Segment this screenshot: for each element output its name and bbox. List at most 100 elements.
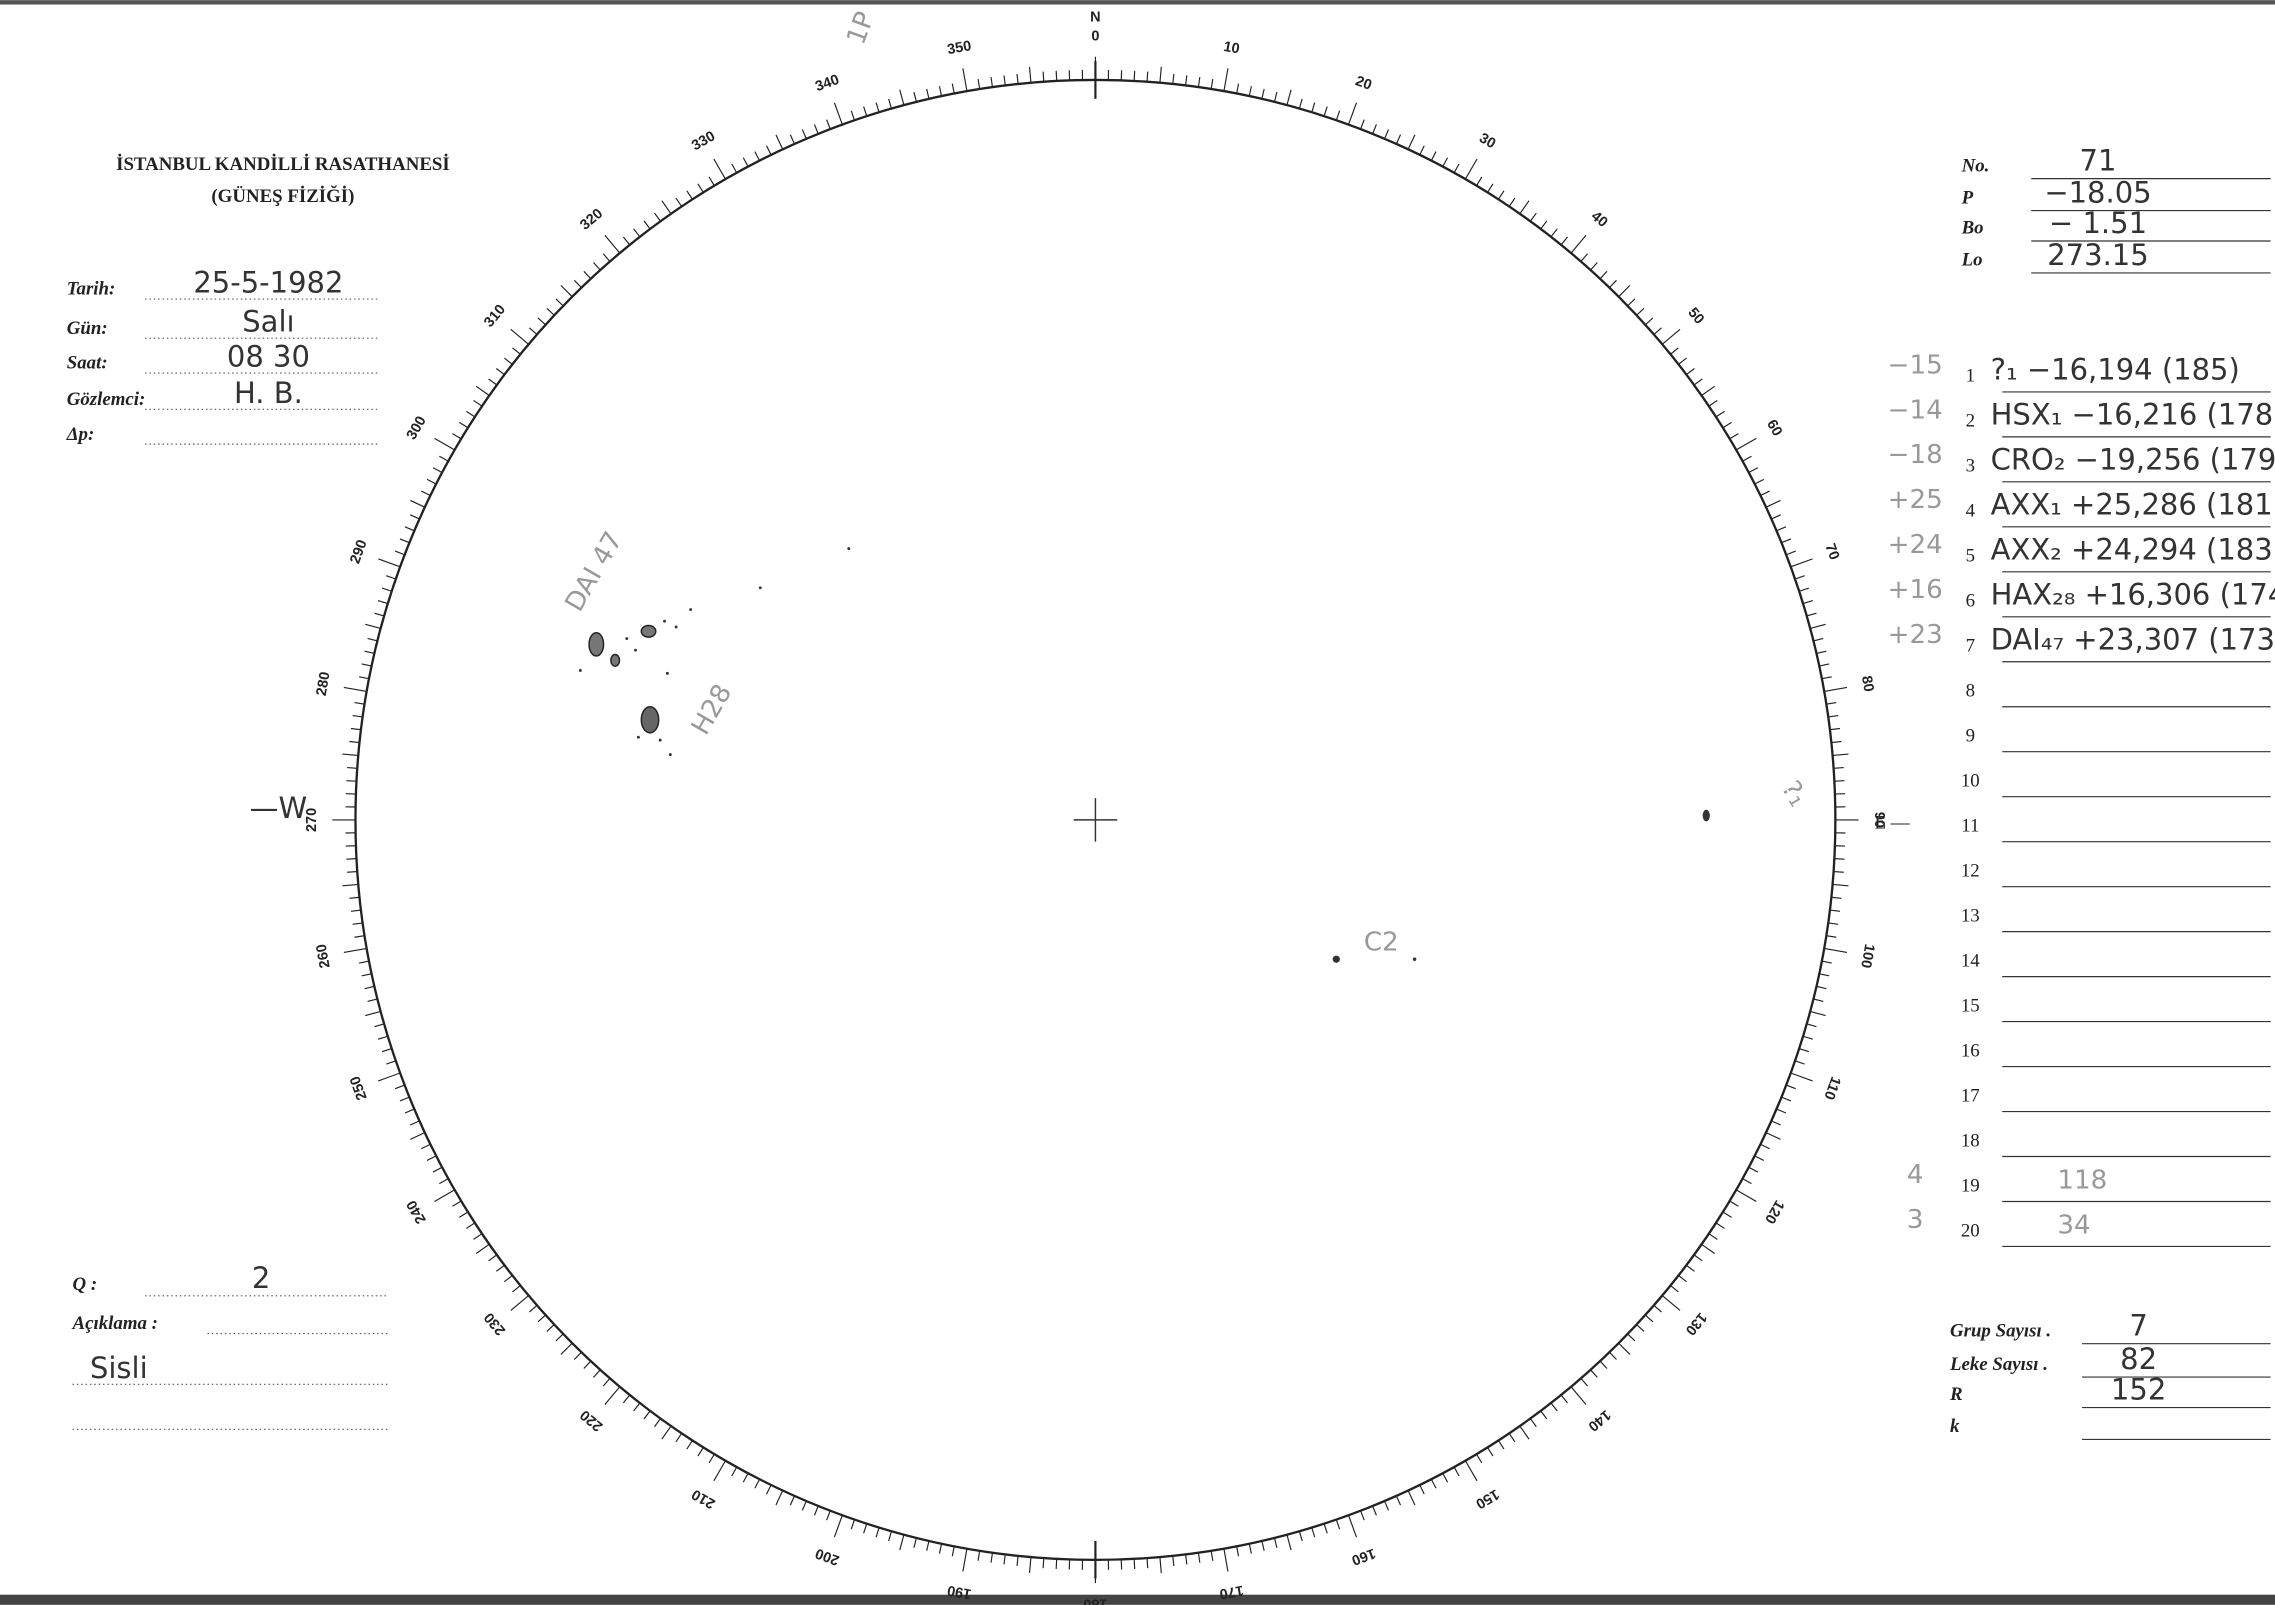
group-note: +25 xyxy=(1888,485,1943,515)
degree-tick xyxy=(1798,1048,1810,1053)
degree-tick xyxy=(1464,158,1478,180)
group-number: 4 xyxy=(1966,501,1976,522)
degree-tick xyxy=(1003,75,1006,86)
degree-tick xyxy=(713,1460,726,1482)
degree-tick xyxy=(488,378,498,386)
degree-tick xyxy=(475,1243,490,1254)
degree-tick xyxy=(426,1155,437,1161)
degree-tick xyxy=(409,1120,420,1126)
degree-tick xyxy=(833,102,843,125)
degree-tick xyxy=(410,499,426,508)
degree-tick xyxy=(503,1275,513,1283)
degree-tick xyxy=(1185,1554,1188,1565)
degree-tick xyxy=(1781,538,1792,544)
degree-tick xyxy=(789,1495,795,1506)
degree-tick xyxy=(350,909,362,912)
degree-tick xyxy=(990,1552,994,1563)
degree-tick xyxy=(352,922,363,925)
degree-tick xyxy=(512,1285,521,1293)
degree-tick xyxy=(528,327,538,335)
degree-tick xyxy=(367,998,378,1002)
degree-tick xyxy=(1636,307,1645,316)
degree-tick xyxy=(1407,134,1416,150)
degree-tick xyxy=(1508,197,1516,207)
degree-tick xyxy=(926,1540,930,1551)
degree-tick xyxy=(1497,1440,1505,1450)
degree-tick xyxy=(458,421,469,429)
group-number: 6 xyxy=(1966,591,1975,612)
degree-tick xyxy=(1487,1447,1494,1457)
degree-tick xyxy=(775,1490,784,1506)
degree-tick xyxy=(426,478,437,485)
degree-tick xyxy=(1430,151,1437,161)
degree-tick xyxy=(1372,1505,1377,1516)
group-number: 5 xyxy=(1966,546,1975,567)
degree-tick xyxy=(863,1523,868,1534)
degree-tick xyxy=(1636,1324,1645,1332)
group-entry: AXX₂ +24,294 (183) xyxy=(1991,532,2275,566)
degree-label: 0 xyxy=(1091,28,1099,44)
degree-tick xyxy=(789,134,795,145)
degree-tick xyxy=(1497,190,1505,200)
degree-tick xyxy=(1653,1304,1662,1313)
degree-tick xyxy=(775,134,784,150)
degree-tick xyxy=(1826,701,1837,705)
group-number: 16 xyxy=(1961,1040,1980,1061)
degree-tick xyxy=(1550,228,1558,238)
degree-tick xyxy=(875,102,880,113)
degree-label: 90 xyxy=(1871,812,1887,828)
degree-tick xyxy=(410,1132,426,1140)
degree-tick xyxy=(537,317,546,326)
degree-tick xyxy=(347,767,358,769)
degree-tick xyxy=(926,88,930,100)
east-label: E — xyxy=(1875,813,1910,834)
degree-label: 80 xyxy=(1858,674,1877,693)
degree-label: 340 xyxy=(813,72,841,95)
degree-tick xyxy=(1771,1120,1781,1126)
degree-tick xyxy=(1590,1369,1598,1378)
degree-tick xyxy=(1055,70,1058,81)
degree-tick xyxy=(1693,1254,1703,1262)
degree-tick xyxy=(473,399,483,407)
degree-tick xyxy=(622,1394,631,1404)
degree-tick xyxy=(1476,176,1483,186)
group-number: 12 xyxy=(1961,860,1980,881)
degree-tick xyxy=(1810,1010,1826,1017)
degree-tick xyxy=(754,1478,761,1489)
degree-tick xyxy=(1323,106,1328,117)
institution-subtitle: (GÜNEŞ FİZİĞİ) xyxy=(211,185,354,207)
degree-tick xyxy=(352,714,363,718)
degree-tick xyxy=(1172,1555,1175,1566)
degree-tick xyxy=(364,650,375,655)
degree-tick xyxy=(367,637,378,642)
degree-tick xyxy=(654,1418,661,1428)
degree-tick xyxy=(813,124,819,135)
group-number: 7 xyxy=(1966,636,1975,657)
degree-label: 20 xyxy=(1353,73,1374,94)
degree-tick xyxy=(510,1295,529,1311)
degree-tick xyxy=(385,575,396,580)
group-note: +23 xyxy=(1888,620,1943,650)
degree-tick xyxy=(801,129,807,140)
degree-tick xyxy=(1806,1023,1817,1028)
summary-label: k xyxy=(1950,1416,1960,1437)
degree-tick xyxy=(1197,1552,1201,1563)
degree-tick xyxy=(1831,740,1842,744)
degree-tick xyxy=(347,870,358,873)
degree-tick xyxy=(432,467,443,474)
degree-tick xyxy=(1580,253,1588,262)
degree-tick xyxy=(1833,870,1844,873)
degree-tick xyxy=(1419,145,1425,156)
param-label: P xyxy=(1961,187,1974,208)
degree-tick xyxy=(358,676,370,680)
degree-tick xyxy=(1298,1531,1303,1542)
degree-tick xyxy=(349,896,360,899)
degree-tick xyxy=(1042,1558,1045,1569)
group-note: 4 xyxy=(1907,1160,1924,1190)
group-entry: HAX₂₈ +16,306 (174) xyxy=(1991,577,2275,611)
degree-tick xyxy=(1223,68,1229,92)
degree-tick xyxy=(583,270,592,280)
degree-tick xyxy=(1661,1295,1681,1311)
degree-tick xyxy=(1678,357,1687,365)
degree-tick xyxy=(766,145,772,156)
